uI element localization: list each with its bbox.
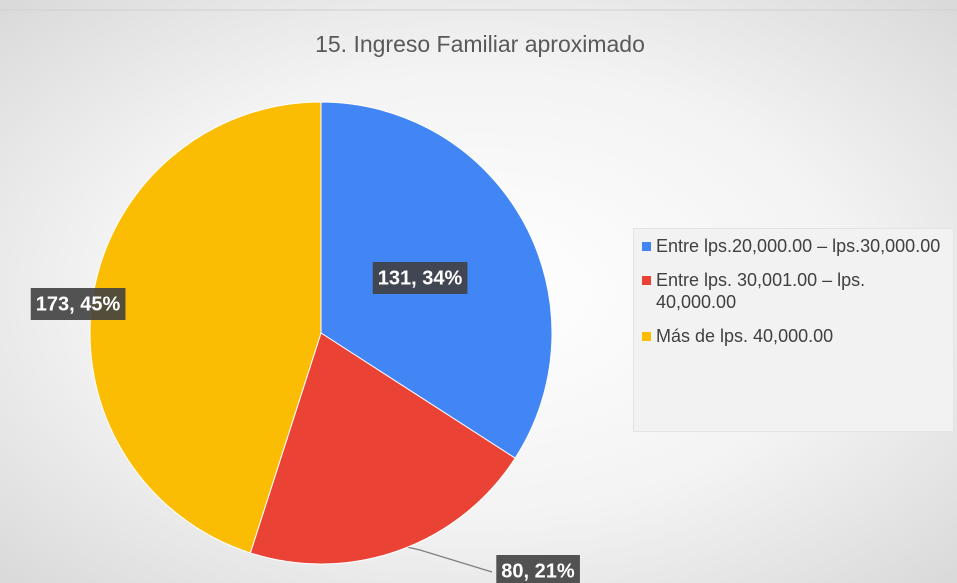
legend-swatch xyxy=(642,332,651,341)
legend-item: Entre lps.20,000.00 – lps.30,000.00 xyxy=(642,235,945,257)
legend-item: Entre lps. 30,001.00 – lps. 40,000.00 xyxy=(642,269,945,313)
data-label: 131, 34% xyxy=(378,267,463,289)
data-label: 80, 21% xyxy=(501,560,575,582)
legend: Entre lps.20,000.00 – lps.30,000.00 Entre… xyxy=(633,228,954,432)
legend-swatch xyxy=(642,276,651,285)
legend-label: Entre lps. 30,001.00 – lps. 40,000.00 xyxy=(656,270,866,312)
legend-swatch xyxy=(642,242,651,251)
pie-slice xyxy=(249,332,516,565)
data-label-bg xyxy=(30,288,126,320)
data-label-bg xyxy=(496,555,580,583)
legend-label: Más de lps. 40,000.00 xyxy=(656,326,834,346)
leader-line xyxy=(397,544,493,573)
data-label: 173, 45% xyxy=(36,293,121,315)
legend-label: Entre lps.20,000.00 – lps.30,000.00 xyxy=(656,236,941,256)
chart-title: 15. Ingreso Familiar aproximado xyxy=(315,31,645,57)
legend-item: Más de lps. 40,000.00 xyxy=(642,325,945,347)
data-label-bg xyxy=(372,262,468,294)
